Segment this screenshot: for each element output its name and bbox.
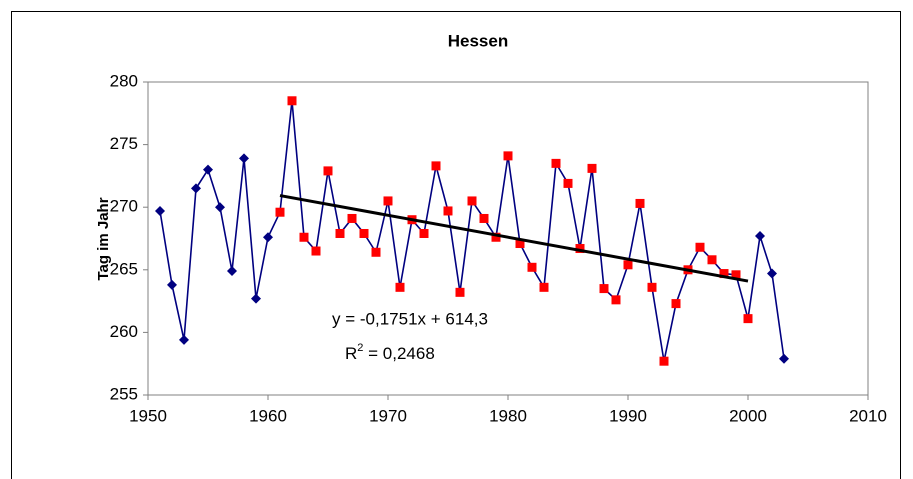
data-point bbox=[191, 183, 201, 194]
data-point bbox=[203, 164, 213, 175]
data-point bbox=[707, 255, 717, 265]
data-point bbox=[155, 205, 165, 216]
x-tick-label: 2010 bbox=[849, 406, 887, 425]
data-point bbox=[215, 202, 225, 213]
data-point bbox=[743, 314, 753, 324]
data-point bbox=[383, 196, 393, 206]
data-point bbox=[635, 198, 645, 208]
data-point bbox=[671, 299, 681, 309]
x-tick-label: 1950 bbox=[129, 406, 167, 425]
data-point bbox=[563, 178, 573, 188]
x-tick-label: 1960 bbox=[249, 406, 287, 425]
data-point bbox=[275, 207, 285, 217]
data-point bbox=[263, 232, 273, 243]
data-point bbox=[347, 213, 357, 223]
y-tick-label: 270 bbox=[110, 197, 138, 216]
data-point bbox=[551, 158, 561, 168]
data-point bbox=[311, 246, 321, 256]
trendline bbox=[279, 194, 749, 283]
data-point bbox=[359, 228, 369, 238]
data-point bbox=[371, 247, 381, 257]
r-squared-value: = 0,2468 bbox=[363, 344, 434, 363]
data-point bbox=[527, 262, 537, 272]
data-point bbox=[503, 151, 513, 161]
x-tick-label: 1990 bbox=[609, 406, 647, 425]
data-point bbox=[287, 96, 297, 106]
r-squared-exponent: 2 bbox=[357, 342, 363, 354]
data-point bbox=[623, 260, 633, 270]
data-point bbox=[443, 206, 453, 216]
data-point bbox=[251, 293, 261, 304]
data-point bbox=[419, 228, 429, 238]
data-point bbox=[659, 356, 669, 366]
data-point bbox=[335, 228, 345, 238]
data-point bbox=[299, 232, 309, 242]
data-point bbox=[323, 166, 333, 176]
data-point bbox=[755, 230, 765, 241]
trendline-equation: y = -0,1751x + 614,3 bbox=[332, 309, 488, 328]
data-point bbox=[239, 153, 249, 164]
data-point bbox=[719, 269, 729, 279]
x-tick-label: 1980 bbox=[489, 406, 527, 425]
y-axis-label: Tag im Jahr bbox=[95, 197, 112, 280]
data-point bbox=[431, 161, 441, 171]
data-point bbox=[731, 270, 741, 280]
r-squared: R2 = 0,2468 bbox=[345, 342, 435, 364]
data-point bbox=[575, 244, 585, 254]
chart-title: Hessen bbox=[448, 31, 508, 50]
data-point bbox=[695, 242, 705, 252]
data-point bbox=[647, 282, 657, 292]
data-point bbox=[227, 266, 237, 277]
data-point bbox=[491, 232, 501, 242]
y-tick-label: 260 bbox=[110, 322, 138, 341]
data-point bbox=[167, 279, 177, 290]
r-squared-symbol: R bbox=[345, 344, 357, 363]
data-point bbox=[467, 196, 477, 206]
chart-frame bbox=[11, 11, 901, 479]
data-point bbox=[539, 282, 549, 292]
data-point bbox=[779, 353, 789, 364]
data-point bbox=[455, 287, 465, 297]
y-tick-label: 280 bbox=[110, 71, 138, 90]
data-point bbox=[599, 284, 609, 294]
y-tick-label: 265 bbox=[110, 259, 138, 278]
y-tick-label: 255 bbox=[110, 384, 138, 403]
x-tick-label: 1970 bbox=[369, 406, 407, 425]
data-point bbox=[515, 239, 525, 249]
data-point bbox=[611, 295, 621, 305]
data-point bbox=[587, 163, 597, 173]
x-tick-label: 2000 bbox=[729, 406, 767, 425]
data-point bbox=[395, 282, 405, 292]
data-point bbox=[479, 213, 489, 223]
data-point bbox=[179, 334, 189, 345]
data-point bbox=[767, 268, 777, 279]
y-tick-label: 275 bbox=[110, 134, 138, 153]
